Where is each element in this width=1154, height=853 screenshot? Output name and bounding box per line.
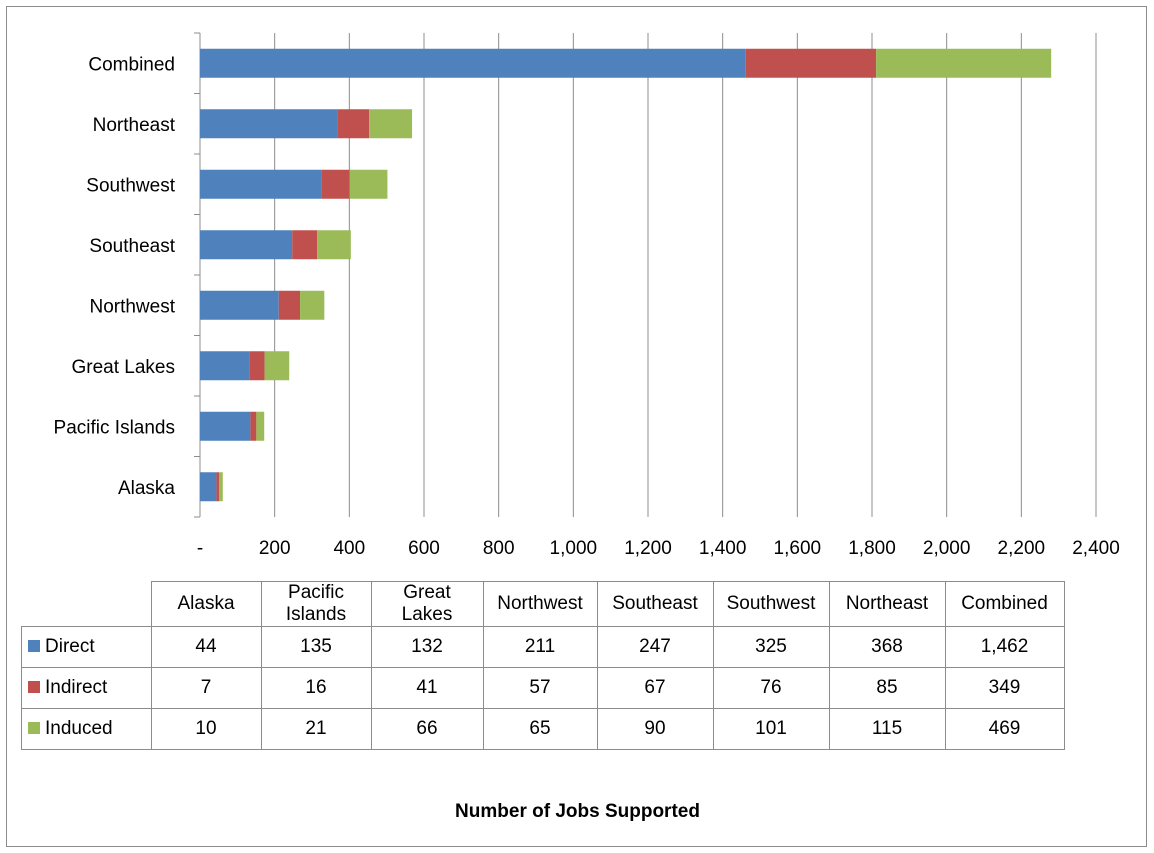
x-tick-label: 600 <box>408 538 440 559</box>
x-tick-label: 800 <box>483 538 515 559</box>
bar-induced-northwest <box>300 290 325 320</box>
table-column-header: Northeast <box>828 581 946 627</box>
bar-direct-combined <box>200 48 746 78</box>
category-label: Southwest <box>86 175 175 196</box>
bar-induced-southwest <box>349 169 388 199</box>
legend-key <box>28 680 40 693</box>
table-cell: 325 <box>712 626 830 668</box>
table-cell: 10 <box>150 708 262 750</box>
table-column-header: Alaska <box>150 581 262 627</box>
category-label: Great Lakes <box>72 357 176 378</box>
bar-induced-pacific-islands <box>256 411 265 441</box>
bar-direct-southeast <box>200 230 293 260</box>
table-column-header: Combined <box>944 581 1065 627</box>
table-cell: 85 <box>828 667 946 709</box>
bar-induced-southeast <box>317 230 351 260</box>
table-cell: 65 <box>482 708 598 750</box>
table-column-header: Great Lakes <box>370 581 484 627</box>
x-tick-label: - <box>197 538 203 559</box>
table-cell: 211 <box>482 626 598 668</box>
table-cell: 469 <box>944 708 1065 750</box>
bar-induced-combined <box>876 48 1052 78</box>
bar-direct-great-lakes <box>200 351 250 381</box>
bar-indirect-great-lakes <box>249 351 265 381</box>
table-cell: 349 <box>944 667 1065 709</box>
table-row: Direct 44 135 132 211 247 325 368 1,462 <box>21 626 1065 668</box>
table-cell: 57 <box>482 667 598 709</box>
table-cell: 1,462 <box>944 626 1065 668</box>
x-tick-label: 1,800 <box>848 538 896 559</box>
table-cell: 7 <box>150 667 262 709</box>
table-cell: 90 <box>596 708 714 750</box>
category-label: Northeast <box>93 115 176 136</box>
category-label: Pacific Islands <box>54 417 175 438</box>
table-cell: 76 <box>712 667 830 709</box>
bar-direct-southwest <box>200 169 322 199</box>
category-label: Northwest <box>89 296 175 317</box>
bar-direct-alaska <box>200 472 217 502</box>
table-column-header: Pacific Islands <box>260 581 372 627</box>
table-cell: 132 <box>370 626 484 668</box>
table-cell: 66 <box>370 708 484 750</box>
table-cell: 44 <box>150 626 262 668</box>
table-column-header: Southeast <box>596 581 714 627</box>
legend-key <box>28 639 40 652</box>
x-tick-label: 2,000 <box>923 538 971 559</box>
category-label: Combined <box>88 54 175 75</box>
bar-induced-great-lakes <box>264 351 290 381</box>
chart-plot: Alaska Pacific Islands Great Lakes Northwes… <box>54 32 1120 559</box>
x-tick-label: 1,000 <box>550 538 598 559</box>
x-tick-label: 2,400 <box>1072 538 1120 559</box>
bar-induced-northeast <box>369 109 413 139</box>
x-tick-label: 1,600 <box>774 538 822 559</box>
bar-indirect-southwest <box>321 169 350 199</box>
table-cell: 115 <box>828 708 946 750</box>
legend-key <box>28 721 40 734</box>
table-cell: 41 <box>370 667 484 709</box>
table-column-header: Southwest <box>712 581 830 627</box>
bar-induced-alaska <box>219 472 223 502</box>
table-cell: 16 <box>260 667 372 709</box>
table-cell: 135 <box>260 626 372 668</box>
category-label: Alaska <box>118 478 175 499</box>
table-cell: 67 <box>596 667 714 709</box>
bar-direct-northwest <box>200 290 279 320</box>
table-cell: 247 <box>596 626 714 668</box>
bar-direct-northeast <box>200 109 338 139</box>
table-row: Indirect 7 16 41 57 67 76 85 349 <box>21 667 1065 709</box>
x-tick-label: 1,200 <box>624 538 672 559</box>
x-tick-label: 1,400 <box>699 538 747 559</box>
bar-direct-pacific-islands <box>200 411 251 441</box>
table-corner <box>21 581 152 627</box>
x-tick-label: 400 <box>333 538 365 559</box>
table-column-header: Northwest <box>482 581 598 627</box>
x-tick-label: 200 <box>259 538 291 559</box>
table-row: Induced 10 21 66 65 90 101 115 469 <box>21 708 1065 750</box>
legend-entry: Induced <box>21 708 152 750</box>
x-tick-label: 2,200 <box>998 538 1046 559</box>
legend-entry: Indirect <box>21 667 152 709</box>
bar-indirect-southeast <box>292 230 318 260</box>
bar-indirect-northwest <box>278 290 301 320</box>
table-cell: 368 <box>828 626 946 668</box>
bar-indirect-northeast <box>337 109 370 139</box>
table-cell: 21 <box>260 708 372 750</box>
bar-indirect-combined <box>745 48 877 78</box>
table-cell: 101 <box>712 708 830 750</box>
bar-indirect-pacific-islands <box>250 411 257 441</box>
legend-entry: Direct <box>21 626 152 668</box>
table-header-row: Alaska Pacific Islands Great Lakes Northwest S… <box>21 581 1065 627</box>
data-table: Alaska Pacific Islands Great Lakes Northwest S… <box>21 581 1065 750</box>
chart-frame: Alaska Pacific Islands Great Lakes Northwes… <box>6 6 1147 847</box>
bar-indirect-alaska <box>216 472 220 502</box>
x-axis-title: Number of Jobs Supported <box>455 801 700 822</box>
category-label: Southeast <box>89 236 175 257</box>
